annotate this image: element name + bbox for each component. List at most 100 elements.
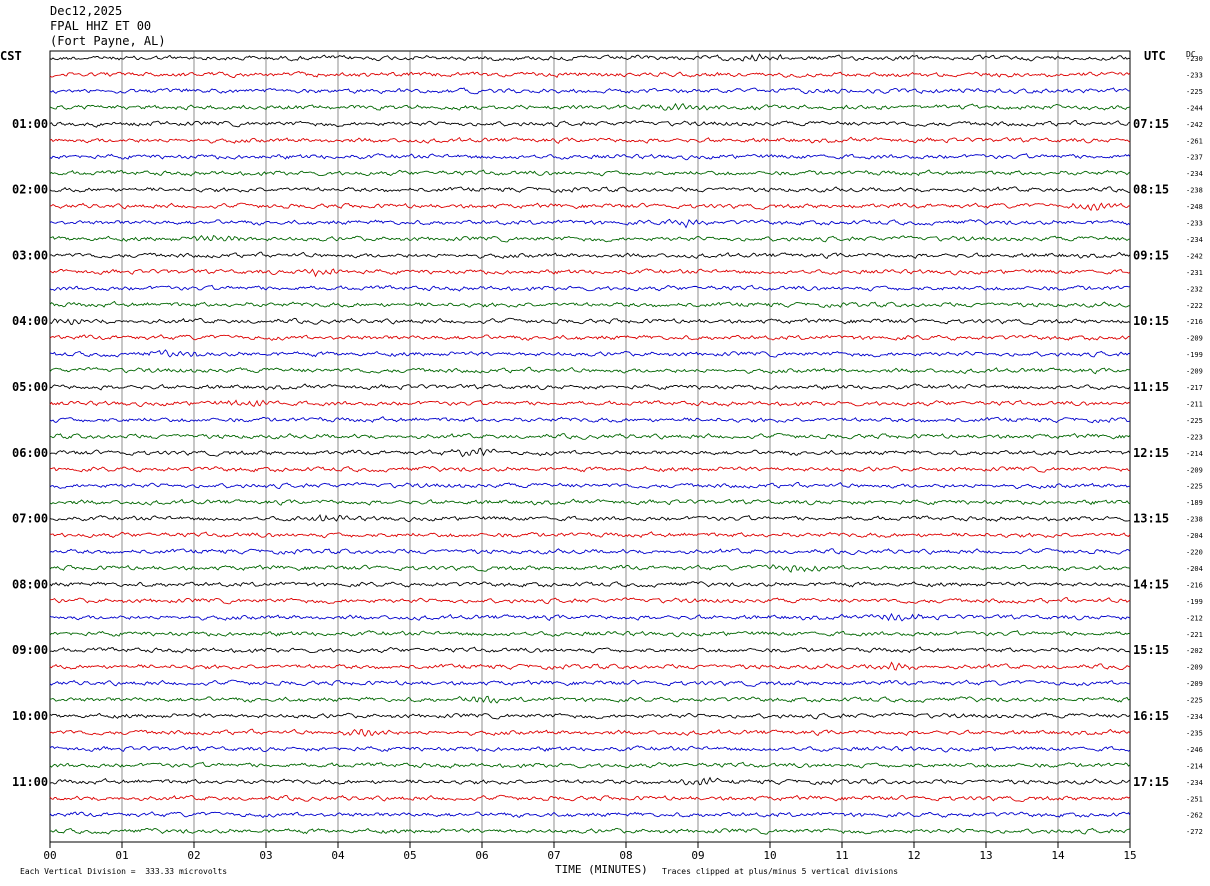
x-tick-label: 04 bbox=[331, 849, 345, 862]
dc-offset-value: -234 bbox=[1186, 779, 1203, 787]
left-hour-label: 06:00 bbox=[12, 446, 48, 460]
x-axis-label: TIME (MINUTES) bbox=[555, 863, 648, 876]
dc-offset-value: -231 bbox=[1186, 269, 1203, 277]
x-tick-label: 03 bbox=[259, 849, 272, 862]
seismic-trace bbox=[49, 776, 1131, 786]
dc-offset-value: -235 bbox=[1186, 729, 1203, 737]
dc-offset-value: -234 bbox=[1186, 713, 1203, 721]
dc-offset-value: -211 bbox=[1186, 400, 1203, 408]
seismic-trace bbox=[49, 87, 1131, 95]
seismic-trace bbox=[49, 102, 1131, 111]
right-hour-label: 11:15 bbox=[1133, 380, 1169, 394]
dc-offset-value: -221 bbox=[1186, 631, 1203, 639]
left-hour-label: 03:00 bbox=[12, 248, 48, 262]
dc-offset-value: -234 bbox=[1186, 170, 1203, 178]
seismic-trace bbox=[49, 482, 1131, 490]
dc-offset-value: -199 bbox=[1186, 598, 1203, 606]
plot-frame bbox=[49, 50, 1131, 843]
left-hour-label: 01:00 bbox=[12, 117, 48, 131]
dc-offset-value: -199 bbox=[1186, 351, 1203, 359]
seismic-trace bbox=[49, 432, 1131, 440]
dc-offset-value: -225 bbox=[1186, 483, 1203, 491]
seismic-trace bbox=[49, 679, 1131, 687]
station-code: FPAL HHZ ET 00 bbox=[50, 19, 152, 33]
dc-offset-value: -237 bbox=[1186, 154, 1203, 162]
seismic-trace bbox=[49, 399, 1131, 408]
x-tick-label: 01 bbox=[115, 849, 128, 862]
dc-offset-value: -189 bbox=[1186, 499, 1203, 507]
seismic-trace bbox=[49, 447, 1131, 458]
right-hour-label: 15:15 bbox=[1133, 643, 1169, 657]
dc-offset-value: -242 bbox=[1186, 121, 1203, 129]
vertical-division-note: Each Vertical Division = 333.33 microvol… bbox=[20, 867, 228, 876]
x-tick-label: 15 bbox=[1123, 849, 1136, 862]
left-timezone-label: CST bbox=[0, 49, 22, 63]
dc-offset-value: -209 bbox=[1186, 335, 1203, 343]
x-tick-label: 02 bbox=[187, 849, 200, 862]
seismic-trace bbox=[49, 366, 1131, 375]
seismic-trace bbox=[49, 794, 1131, 803]
dc-offset-value: -262 bbox=[1186, 812, 1203, 820]
right-hour-label: 17:15 bbox=[1133, 775, 1169, 789]
seismic-trace bbox=[49, 531, 1131, 539]
dc-offset-value: -248 bbox=[1186, 203, 1203, 211]
x-tick-label: 08 bbox=[619, 849, 632, 862]
dc-offset-value: -212 bbox=[1186, 614, 1203, 622]
seismic-trace bbox=[49, 612, 1131, 622]
seismic-trace bbox=[49, 728, 1131, 737]
right-hour-label: 12:15 bbox=[1133, 446, 1169, 460]
seismic-trace bbox=[49, 498, 1131, 506]
x-tick-label: 12 bbox=[907, 849, 920, 862]
seismic-trace bbox=[49, 761, 1131, 769]
seismic-trace bbox=[49, 514, 1131, 523]
seismic-trace bbox=[49, 712, 1131, 720]
dc-offset-value: -233 bbox=[1186, 71, 1203, 79]
dc-offset-value: -232 bbox=[1186, 285, 1203, 293]
left-hour-label: 04:00 bbox=[12, 314, 48, 328]
x-tick-label: 05 bbox=[403, 849, 416, 862]
seismic-trace bbox=[49, 349, 1131, 358]
right-hour-label: 09:15 bbox=[1133, 248, 1169, 262]
seismic-trace bbox=[49, 597, 1131, 605]
dc-offset-value: -209 bbox=[1186, 466, 1203, 474]
x-tick-label: 13 bbox=[979, 849, 992, 862]
dc-offset-value: -261 bbox=[1186, 137, 1203, 145]
x-tick-label: 10 bbox=[763, 849, 776, 862]
seismic-trace bbox=[49, 383, 1131, 391]
seismic-trace bbox=[49, 169, 1131, 177]
left-hour-label: 11:00 bbox=[12, 775, 48, 789]
x-tick-label: 14 bbox=[1051, 849, 1065, 862]
left-hour-label: 07:00 bbox=[12, 512, 48, 526]
dc-offset-value: -209 bbox=[1186, 664, 1203, 672]
dc-offset-value: -216 bbox=[1186, 581, 1203, 589]
grid-layer bbox=[49, 50, 1131, 848]
dc-offset-value: -209 bbox=[1186, 680, 1203, 688]
seismic-trace bbox=[49, 630, 1131, 638]
clip-note: Traces clipped at plus/minus 5 vertical … bbox=[662, 867, 899, 876]
seismic-trace bbox=[49, 564, 1131, 573]
seismic-trace bbox=[49, 136, 1131, 144]
dc-offset-value: -230 bbox=[1186, 55, 1203, 63]
seismic-trace bbox=[49, 581, 1131, 588]
dc-offset-value: -225 bbox=[1186, 697, 1203, 705]
dc-offset-value: -246 bbox=[1186, 746, 1203, 754]
seismic-trace bbox=[49, 646, 1131, 654]
right-hour-label: 13:15 bbox=[1133, 512, 1169, 526]
seismic-trace bbox=[49, 218, 1131, 229]
dc-offset-value: -204 bbox=[1186, 565, 1203, 573]
x-tick-label: 07 bbox=[547, 849, 560, 862]
dc-offset-value: -214 bbox=[1186, 762, 1203, 770]
seismic-trace bbox=[49, 548, 1131, 555]
seismic-trace bbox=[49, 153, 1131, 161]
dc-offset-value: -238 bbox=[1186, 516, 1203, 524]
seismic-trace bbox=[49, 268, 1131, 278]
dc-offset-value: -225 bbox=[1186, 417, 1203, 425]
dc-offset-value: -202 bbox=[1186, 647, 1203, 655]
seismic-trace bbox=[49, 466, 1131, 473]
seismic-trace bbox=[49, 120, 1131, 128]
dc-offset-value: -233 bbox=[1186, 220, 1203, 228]
x-tick-label: 09 bbox=[691, 849, 704, 862]
dc-offset-header: DC bbox=[1186, 50, 1196, 59]
trace-layer bbox=[49, 53, 1131, 835]
